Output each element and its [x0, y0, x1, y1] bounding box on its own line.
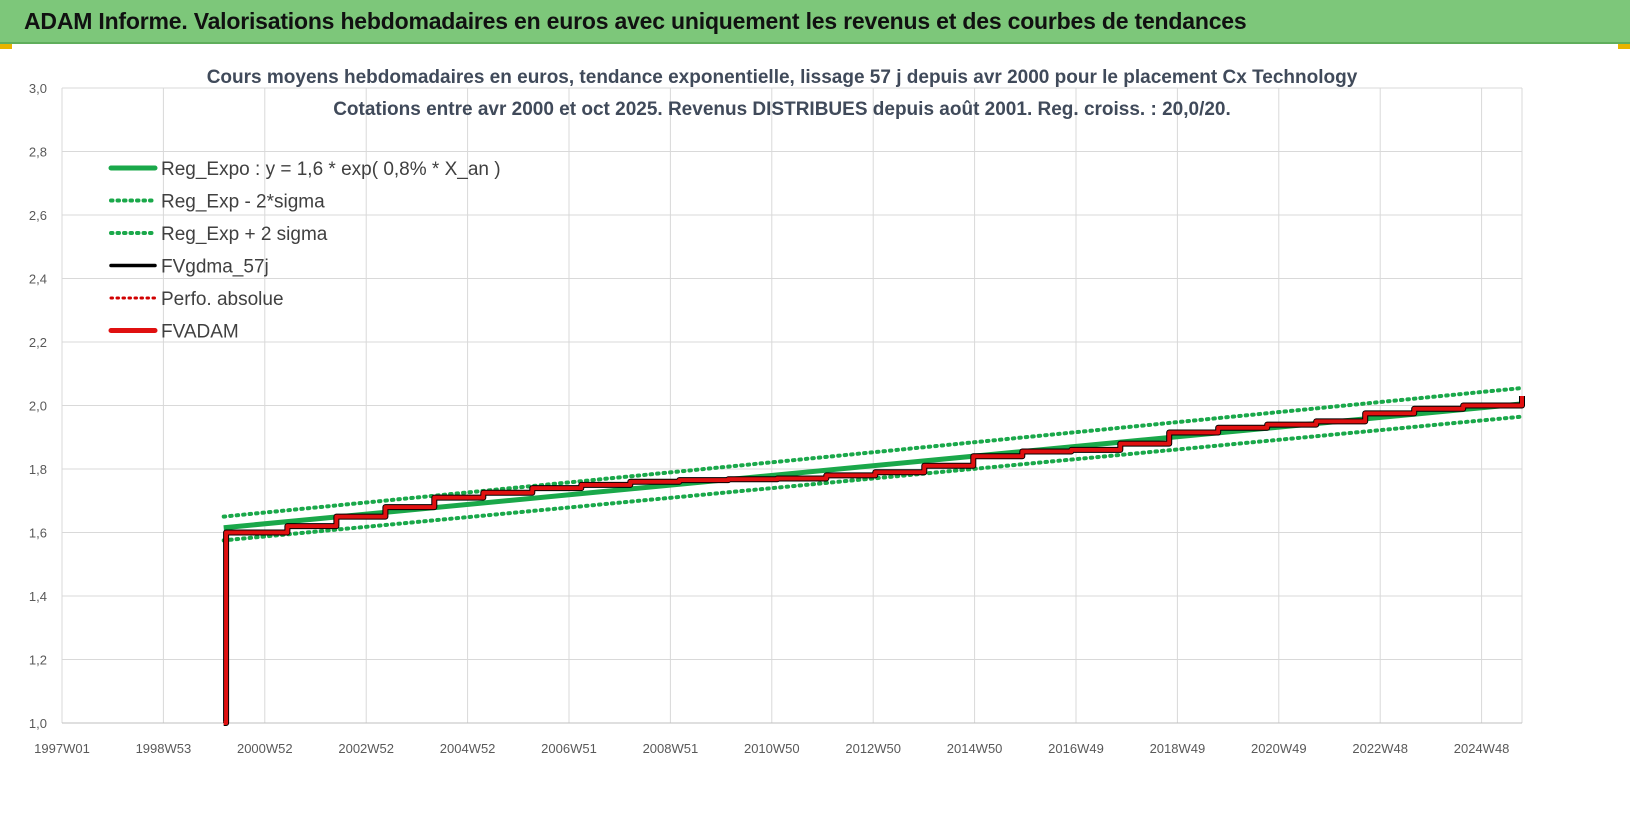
- chart-title: Cours moyens hebdomadaires en euros, ten…: [207, 67, 1358, 88]
- x-tick-label: 2012W50: [845, 741, 901, 756]
- y-tick-label: 2,2: [29, 335, 47, 350]
- x-tick-label: 2010W50: [744, 741, 800, 756]
- legend-item-fvgdma: FVgdma_57j: [109, 257, 269, 278]
- x-tick-label: 2008W51: [643, 741, 699, 756]
- legend-label-fvgdma: FVgdma_57j: [161, 257, 269, 278]
- trend-chart: 1,0 1,2 1,4 1,6 1,8 2,0 2,2 2,4 2,6 2,8 3,0 1997W01…: [29, 67, 1525, 756]
- x-tick-label: 2024W48: [1454, 741, 1510, 756]
- x-tick-label: 2014W50: [947, 741, 1003, 756]
- x-tick-label: 2000W52: [237, 741, 293, 756]
- y-tick-label: 1,0: [29, 716, 47, 731]
- y-tick-label: 3,0: [29, 81, 47, 96]
- x-tick-label: 2006W51: [541, 741, 597, 756]
- x-tick-label: 2022W48: [1352, 741, 1408, 756]
- y-tick-label: 1,4: [29, 589, 47, 604]
- axes: 1,0 1,2 1,4 1,6 1,8 2,0 2,2 2,4 2,6 2,8 3,0 1997W01…: [29, 81, 1522, 756]
- x-tick-label: 2020W49: [1251, 741, 1307, 756]
- chart-subtitle: Cotations entre avr 2000 et oct 2025. Re…: [333, 99, 1231, 120]
- legend-item-perfo: Perfo. absolue: [109, 289, 284, 310]
- legend-item-reg: Reg_Expo : y = 1,6 * exp( 0,8% * X_an ): [108, 159, 501, 180]
- y-tick-label: 1,2: [29, 653, 47, 668]
- x-tick-label: 1997W01: [34, 741, 90, 756]
- x-tick-label: 2002W52: [338, 741, 394, 756]
- y-tick-label: 2,4: [29, 272, 47, 287]
- legend-label-fvadam: FVADAM: [161, 322, 239, 343]
- legend-label-low: Reg_Exp - 2*sigma: [161, 192, 325, 213]
- corner-mark-left: [0, 44, 12, 49]
- report-banner: ADAM Informe. Valorisations hebdomadaire…: [0, 0, 1630, 44]
- y-tick-label: 2,8: [29, 145, 47, 160]
- y-tick-label: 1,8: [29, 462, 47, 477]
- report-title: ADAM Informe. Valorisations hebdomadaire…: [24, 8, 1247, 34]
- legend-item-fvadam: FVADAM: [108, 322, 239, 343]
- series-reg-exp-minus-2-sigma: [221, 414, 1524, 543]
- y-tick-label: 2,6: [29, 208, 47, 223]
- legend: Reg_Expo : y = 1,6 * exp( 0,8% * X_an ) R…: [108, 159, 501, 343]
- legend-label-perfo: Perfo. absolue: [161, 289, 284, 310]
- legend-item-high: Reg_Exp + 2 sigma: [109, 224, 328, 245]
- corner-mark-right: [1618, 44, 1630, 49]
- y-tick-label: 1,6: [29, 526, 47, 541]
- x-tick-label: 1998W53: [136, 741, 192, 756]
- legend-label-reg: Reg_Expo : y = 1,6 * exp( 0,8% * X_an ): [161, 159, 501, 180]
- x-tick-label: 2018W49: [1150, 741, 1206, 756]
- series-fvadam: [223, 396, 1524, 725]
- grid: [61, 87, 1523, 724]
- legend-item-low: Reg_Exp - 2*sigma: [109, 192, 325, 213]
- y-tick-label: 2,0: [29, 399, 47, 414]
- x-tick-label: 2004W52: [440, 741, 496, 756]
- chart-area: 1,0 1,2 1,4 1,6 1,8 2,0 2,2 2,4 2,6 2,8 3,0 1997W01…: [4, 46, 1626, 811]
- series: [221, 386, 1525, 726]
- x-tick-label: 2016W49: [1048, 741, 1104, 756]
- legend-label-high: Reg_Exp + 2 sigma: [161, 224, 328, 245]
